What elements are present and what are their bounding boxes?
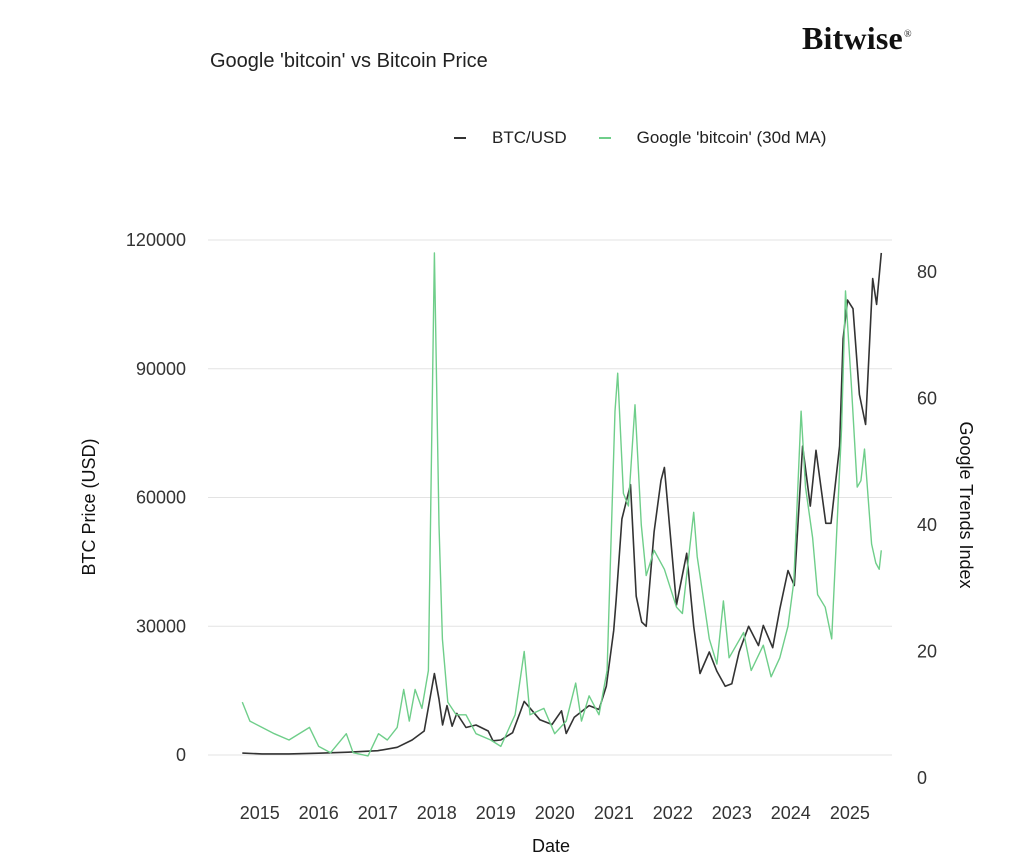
series-line-google xyxy=(241,252,882,757)
legend-swatch-btc xyxy=(454,137,466,139)
chart-legend: BTC/USD Google 'bitcoin' (30d MA) xyxy=(454,128,858,148)
y2-tick-label: 40 xyxy=(917,515,937,535)
y-tick-label: 90000 xyxy=(136,359,186,379)
brand-logo: Bitwise® xyxy=(802,20,912,57)
legend-label-btc: BTC/USD xyxy=(492,128,567,147)
y2-tick-label: 0 xyxy=(917,768,927,788)
y-axis-right-ticks: 0 20 40 60 80 xyxy=(917,262,937,788)
x-tick-label: 2025 xyxy=(830,803,870,823)
x-axis-label: Date xyxy=(532,836,570,856)
y-axis-left-ticks: 0 30000 60000 90000 120000 xyxy=(126,230,186,765)
series-line-btc xyxy=(242,252,883,755)
gridlines xyxy=(208,239,892,756)
brand-name: Bitwise xyxy=(802,20,903,56)
series-layer xyxy=(241,252,883,757)
y-axis-left-label: BTC Price (USD) xyxy=(79,438,99,575)
y2-tick-label: 60 xyxy=(917,389,937,409)
chart-title: Google 'bitcoin' vs Bitcoin Price xyxy=(210,50,488,72)
x-tick-label: 2019 xyxy=(476,803,516,823)
legend-swatch-google xyxy=(598,137,611,139)
legend-label-google: Google 'bitcoin' (30d MA) xyxy=(636,128,827,147)
x-tick-label: 2022 xyxy=(653,803,693,823)
x-tick-label: 2021 xyxy=(594,803,634,823)
y2-tick-label: 80 xyxy=(917,262,937,282)
y-tick-label: 0 xyxy=(176,745,186,765)
brand-registered-mark: ® xyxy=(903,29,912,41)
y-tick-label: 60000 xyxy=(136,488,186,508)
y-tick-label: 30000 xyxy=(136,616,186,636)
y-axis-right-label: Google Trends Index xyxy=(956,421,976,588)
y2-tick-label: 20 xyxy=(917,642,937,662)
legend-item-btc: BTC/USD xyxy=(454,128,567,148)
x-tick-label: 2024 xyxy=(771,803,811,823)
x-tick-label: 2018 xyxy=(417,803,457,823)
y-tick-label: 120000 xyxy=(126,230,186,250)
x-axis-ticks: 2015 2016 2017 2018 2019 2020 2021 2022 2023 2024… xyxy=(240,803,870,823)
x-tick-label: 2016 xyxy=(299,803,339,823)
x-tick-label: 2020 xyxy=(535,803,575,823)
x-tick-label: 2017 xyxy=(358,803,398,823)
x-tick-label: 2015 xyxy=(240,803,280,823)
x-tick-label: 2023 xyxy=(712,803,752,823)
legend-item-google: Google 'bitcoin' (30d MA) xyxy=(598,128,827,148)
